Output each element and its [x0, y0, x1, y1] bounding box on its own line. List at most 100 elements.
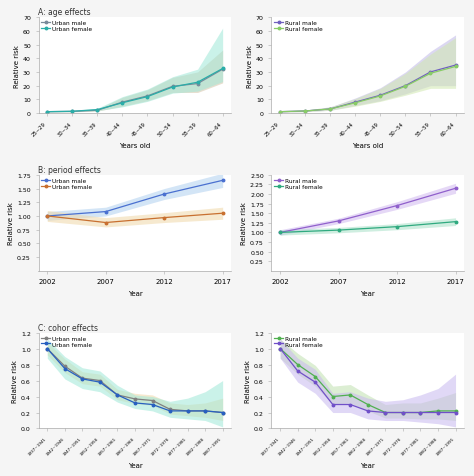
Line: Urban male: Urban male: [46, 347, 224, 414]
Rural female: [453, 410, 458, 416]
Rural male: [353, 100, 358, 106]
Rural female: [394, 224, 400, 230]
Urban male: [220, 178, 226, 184]
Legend: Rural male, Rural female: Rural male, Rural female: [273, 177, 324, 190]
Rural male: [328, 107, 333, 112]
Rural male: [295, 362, 301, 367]
Urban male: [195, 81, 201, 87]
Rural female: [353, 101, 358, 107]
Urban female: [132, 400, 138, 406]
Urban male: [97, 378, 103, 384]
Urban female: [150, 402, 155, 407]
Rural male: [377, 93, 383, 99]
Text: B: period effects: B: period effects: [38, 166, 101, 175]
Rural male: [312, 374, 318, 379]
Urban female: [94, 108, 100, 113]
Rural female: [312, 379, 318, 385]
Urban female: [45, 109, 50, 115]
Urban female: [185, 408, 191, 414]
Urban female: [115, 392, 120, 398]
Rural male: [435, 408, 441, 414]
Y-axis label: Relative risk: Relative risk: [14, 45, 20, 87]
Rural male: [453, 186, 458, 192]
Rural female: [277, 230, 283, 236]
Urban male: [202, 408, 208, 414]
Rural female: [428, 71, 433, 77]
X-axis label: Years old: Years old: [352, 143, 383, 149]
Urban female: [62, 366, 68, 372]
X-axis label: Year: Year: [128, 462, 142, 468]
Y-axis label: Relative risk: Relative risk: [247, 45, 253, 87]
Rural female: [330, 402, 336, 407]
Urban male: [185, 408, 191, 414]
Urban male: [45, 346, 50, 352]
Rural female: [400, 410, 406, 416]
Y-axis label: Relative risk: Relative risk: [245, 359, 251, 402]
Rural male: [383, 410, 388, 416]
Text: C: cohor effects: C: cohor effects: [38, 323, 99, 332]
Rural male: [277, 346, 283, 352]
Rural male: [428, 70, 433, 76]
Rural male: [453, 63, 458, 69]
Urban male: [45, 214, 50, 219]
Urban male: [115, 392, 120, 398]
Urban male: [150, 398, 155, 404]
Urban female: [80, 377, 85, 382]
Urban male: [103, 209, 109, 215]
Rural male: [402, 84, 408, 89]
Line: Urban male: Urban male: [46, 180, 224, 218]
Urban female: [119, 101, 125, 107]
Line: Urban male: Urban male: [46, 69, 224, 114]
X-axis label: Year: Year: [128, 290, 142, 297]
Urban female: [161, 215, 167, 221]
Rural male: [302, 109, 308, 115]
Legend: Rural male, Rural female: Rural male, Rural female: [273, 20, 324, 33]
Line: Rural male: Rural male: [279, 65, 457, 114]
Urban female: [167, 408, 173, 414]
Urban male: [119, 100, 125, 106]
Urban female: [45, 214, 50, 219]
Rural male: [453, 408, 458, 414]
Rural female: [295, 368, 301, 374]
Rural female: [453, 219, 458, 225]
Legend: Urban male, Urban female: Urban male, Urban female: [40, 335, 93, 348]
Urban female: [45, 346, 50, 352]
Urban male: [220, 410, 226, 416]
Rural male: [330, 394, 336, 399]
Line: Urban female: Urban female: [46, 347, 224, 414]
Rural male: [277, 109, 283, 115]
Legend: Urban male, Urban female: Urban male, Urban female: [40, 20, 93, 33]
Urban male: [62, 364, 68, 369]
Rural male: [336, 218, 341, 224]
Line: Rural male: Rural male: [279, 347, 457, 414]
Line: Rural male: Rural male: [279, 188, 457, 234]
Urban male: [170, 84, 175, 90]
Urban female: [145, 95, 150, 100]
X-axis label: Years old: Years old: [119, 143, 151, 149]
Urban male: [167, 407, 173, 412]
Rural female: [328, 107, 333, 112]
Rural female: [402, 84, 408, 90]
Legend: Urban male, Urban female: Urban male, Urban female: [40, 177, 93, 190]
Y-axis label: Relative risk: Relative risk: [9, 202, 14, 245]
X-axis label: Year: Year: [361, 290, 375, 297]
Rural male: [365, 402, 371, 407]
Line: Rural female: Rural female: [279, 66, 457, 114]
Rural female: [277, 346, 283, 352]
Line: Rural female: Rural female: [279, 347, 457, 414]
Urban male: [132, 396, 138, 402]
Urban male: [70, 109, 75, 115]
Urban female: [97, 379, 103, 385]
Urban male: [145, 94, 150, 99]
X-axis label: Year: Year: [361, 462, 375, 468]
Rural female: [377, 94, 383, 99]
Urban female: [220, 67, 226, 72]
Rural female: [365, 408, 371, 414]
Rural male: [394, 203, 400, 209]
Y-axis label: Relative risk: Relative risk: [241, 202, 247, 245]
Rural male: [347, 392, 353, 398]
Rural female: [336, 228, 341, 233]
Rural female: [435, 410, 441, 416]
Urban male: [80, 376, 85, 381]
Rural male: [400, 410, 406, 416]
